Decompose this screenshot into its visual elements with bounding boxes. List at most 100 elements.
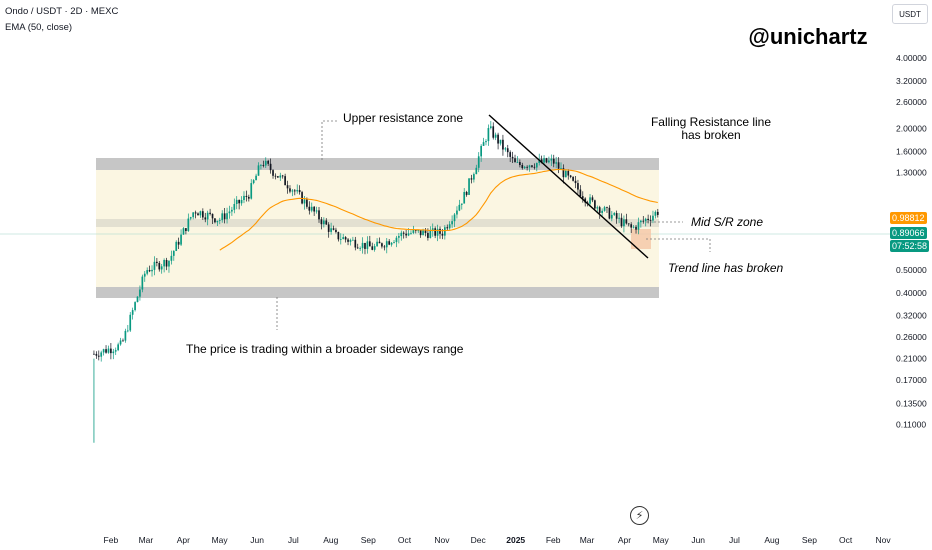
candle-body <box>131 310 134 315</box>
candle-body <box>618 217 620 219</box>
candle-body <box>528 165 531 168</box>
candle-body <box>548 160 550 163</box>
candle-body <box>267 160 270 164</box>
price-tick-label: 0.32000 <box>896 311 927 321</box>
time-tick-label: Jul <box>288 535 299 545</box>
candle-body <box>211 213 214 219</box>
candle-body <box>535 162 538 168</box>
candle-body <box>347 239 349 242</box>
candle-body <box>180 234 182 245</box>
candle-body <box>463 191 466 204</box>
candle-body <box>293 190 296 192</box>
candle-body <box>400 232 403 237</box>
candle-body <box>126 330 129 332</box>
annotation-mid-sr: Mid S/R zone <box>691 215 764 229</box>
candle-body <box>407 233 410 236</box>
candle-body <box>148 270 151 272</box>
zones-layer <box>96 158 659 298</box>
candle-body <box>233 203 236 210</box>
currency-unit-label[interactable]: USDT <box>892 4 928 24</box>
candle-body <box>110 348 112 354</box>
candle-body <box>594 200 596 209</box>
candle-body <box>206 212 209 220</box>
price-tick-label: 3.20000 <box>896 76 927 86</box>
candle-body <box>124 330 127 341</box>
candle-body <box>519 162 521 165</box>
candle-body <box>475 167 478 175</box>
candle-body <box>625 219 628 224</box>
candle-body <box>218 220 221 221</box>
time-axis[interactable]: Feb Mar Apr May Jun Jul Aug Sep Oct Nov Dec 2025 Feb… <box>104 535 892 545</box>
candle-body <box>572 176 574 181</box>
candle-body <box>635 226 637 230</box>
candle-body <box>531 165 533 167</box>
candle-body <box>441 233 444 236</box>
candle-body <box>272 170 274 176</box>
candle-body <box>286 185 289 189</box>
candle-body <box>581 196 584 199</box>
candle-body <box>514 158 516 163</box>
candle-body <box>327 224 330 232</box>
candle-body <box>281 175 284 177</box>
candle-body <box>226 213 228 220</box>
candle-body <box>615 213 618 219</box>
candle-body <box>97 355 100 357</box>
candle-body <box>260 165 262 166</box>
candle-body <box>388 241 391 245</box>
candle-body <box>584 198 587 203</box>
annotation-trend-broken: Trend line has broken <box>668 261 784 275</box>
lightning-icon[interactable]: ⚡ <box>630 506 649 525</box>
candle-body <box>153 261 156 270</box>
candle-body <box>412 230 415 233</box>
candle-body <box>623 219 625 227</box>
candle-body <box>489 126 492 129</box>
candle-body <box>320 219 323 225</box>
time-tick-label: Sep <box>361 535 376 545</box>
candle-body <box>231 209 233 212</box>
candle-body <box>117 344 119 351</box>
candle-body <box>545 158 548 163</box>
candle-body <box>209 212 211 214</box>
candle-body <box>175 241 178 251</box>
candle-body <box>163 259 165 267</box>
candle-body <box>637 222 640 230</box>
candle-body <box>170 255 173 261</box>
candle-body <box>298 190 301 193</box>
candle-body <box>511 156 514 159</box>
candle-body <box>557 162 560 169</box>
candle-body <box>419 230 422 236</box>
candle-body <box>460 203 463 205</box>
candle-body <box>523 166 526 169</box>
candle-body <box>201 211 204 218</box>
candle-body <box>139 289 141 297</box>
candle-body <box>279 175 282 178</box>
candle-body <box>306 199 308 207</box>
ema-price-tag: 0.98812 <box>890 212 927 224</box>
time-tick-label: May <box>653 535 670 545</box>
candle-body <box>325 220 328 225</box>
candle-body <box>656 211 659 215</box>
candle-body <box>146 270 149 274</box>
candle-body <box>192 212 195 218</box>
candle-body <box>95 353 98 356</box>
candle-body <box>499 139 502 144</box>
price-tick-label: 0.17000 <box>896 375 927 385</box>
candle-body <box>417 230 420 232</box>
candle-body <box>105 349 107 353</box>
candle-body <box>315 210 318 212</box>
candle-body <box>373 246 376 250</box>
candle-body <box>112 351 115 354</box>
candle-body <box>538 159 541 163</box>
candle-body <box>332 228 335 230</box>
candle-body <box>613 213 616 215</box>
falling-resistance-line <box>488 114 649 259</box>
candle-body <box>187 218 190 232</box>
support-zone <box>96 287 659 298</box>
candle-body <box>185 228 187 232</box>
price-tick-label: 0.26000 <box>896 332 927 342</box>
candle-body <box>277 176 279 178</box>
candle-body <box>371 246 374 250</box>
time-tick-label: Nov <box>434 535 450 545</box>
candle-body <box>352 239 354 241</box>
